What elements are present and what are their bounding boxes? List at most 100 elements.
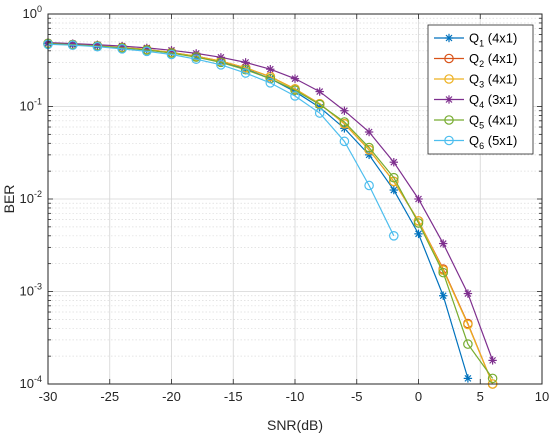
legend-marker — [444, 95, 454, 104]
data-point — [67, 40, 78, 50]
star-stroke — [340, 107, 348, 115]
y-tick-base: 10 — [23, 6, 37, 21]
data-point — [388, 231, 399, 241]
data-point — [388, 172, 399, 183]
data-point — [463, 319, 473, 330]
legend-name: Q — [469, 72, 479, 87]
x-tick-label: -30 — [39, 389, 58, 404]
data-point — [413, 218, 424, 228]
data-point — [240, 64, 251, 75]
legend-marker — [444, 53, 454, 64]
legend-marker — [444, 115, 454, 125]
star-stroke — [415, 230, 422, 238]
legend-name: Q — [469, 133, 479, 148]
data-point — [290, 91, 300, 101]
data-point — [389, 157, 398, 167]
data-point — [414, 229, 423, 239]
data-point — [364, 142, 374, 153]
legend-label: Q6 (5x1) — [469, 133, 517, 151]
star-stroke — [316, 88, 324, 95]
legend-marker — [444, 33, 454, 43]
x-axis-label: SNR(dB) — [267, 417, 323, 433]
y-tick-base: 10 — [20, 99, 34, 114]
x-tick-label: 10 — [535, 389, 549, 404]
star-stroke — [439, 240, 447, 247]
data-point — [438, 267, 448, 278]
x-tick-labels: -30 -25 -20 -15 -10 -5 0 5 10 — [39, 389, 550, 404]
star-stroke — [390, 186, 398, 194]
star-stroke — [415, 195, 422, 203]
y-tick-label: 10-2 — [20, 189, 42, 206]
data-point — [290, 85, 300, 96]
legend-marker — [444, 74, 454, 84]
data-point — [340, 106, 349, 115]
data-point — [117, 44, 127, 54]
data-point — [488, 356, 497, 365]
data-point — [364, 127, 374, 137]
legend-suffix: (3x1) — [484, 92, 517, 107]
data-point — [414, 194, 423, 204]
legend-name: Q — [469, 113, 479, 128]
x-tick-label: -15 — [224, 389, 243, 404]
y-tick-base: 10 — [20, 191, 34, 206]
data-point — [463, 289, 473, 298]
y-tick-label: 10-4 — [20, 374, 42, 391]
y-tick-exponent: -4 — [34, 374, 42, 384]
legend-suffix: (4x1) — [484, 31, 517, 46]
legend-subscript: 2 — [479, 59, 484, 69]
star-stroke — [489, 356, 497, 364]
data-point — [487, 373, 498, 384]
legend-item: Q5 (4x1) — [434, 113, 517, 131]
star-stroke — [266, 65, 274, 73]
legend-suffix: (4x1) — [484, 113, 517, 128]
data-point — [265, 78, 276, 88]
star-stroke — [464, 374, 472, 382]
legend-label: Q5 (4x1) — [469, 113, 517, 131]
x-tick-label: -10 — [286, 389, 305, 404]
data-point — [166, 49, 177, 60]
data-point — [216, 60, 226, 70]
star-stroke — [217, 53, 225, 61]
star-stroke — [439, 292, 447, 300]
legend-suffix: (5x1) — [484, 133, 517, 148]
star-stroke — [390, 158, 398, 166]
star-stroke — [464, 290, 472, 297]
y-axis-label: BER — [1, 185, 17, 214]
data-point — [463, 374, 473, 383]
legend-name: Q — [469, 92, 479, 107]
data-point — [314, 108, 325, 118]
x-tick-label: 0 — [415, 389, 422, 404]
legend-box — [427, 24, 534, 155]
y-tick-label: 10-3 — [20, 282, 42, 299]
legend-label: Q3 (4x1) — [469, 72, 517, 90]
data-point — [339, 117, 350, 127]
legend-suffix: (4x1) — [484, 51, 517, 66]
data-point — [142, 46, 152, 57]
legend-subscript: 1 — [479, 39, 484, 49]
data-point — [439, 239, 448, 248]
legend-item: Q3 (4x1) — [434, 72, 517, 90]
legend-marker — [444, 135, 454, 146]
x-tick-label: 5 — [477, 389, 484, 404]
legend-subscript: 6 — [479, 141, 484, 151]
x-tick-label: -25 — [100, 389, 119, 404]
data-point — [439, 291, 448, 300]
data-point — [339, 136, 350, 147]
legend-item: Q2 (4x1) — [434, 51, 517, 69]
data-point — [191, 54, 201, 64]
data-point — [389, 185, 398, 195]
legend-subscript: 4 — [479, 100, 484, 110]
y-tick-exponent: -1 — [34, 97, 42, 107]
axis-ticks — [47, 13, 543, 385]
legend-item: Q6 (5x1) — [434, 133, 517, 151]
star-stroke — [445, 96, 453, 103]
y-tick-exponent: 0 — [37, 4, 42, 14]
star-stroke — [242, 58, 250, 66]
y-tick-base: 10 — [20, 376, 34, 391]
legend: Q1 (4x1)Q2 (4x1)Q3 (4x1)Q4 (3x1)Q5 (4x1)… — [427, 24, 534, 155]
series-line — [47, 43, 395, 237]
data-point — [290, 74, 300, 83]
star-stroke — [365, 128, 373, 136]
